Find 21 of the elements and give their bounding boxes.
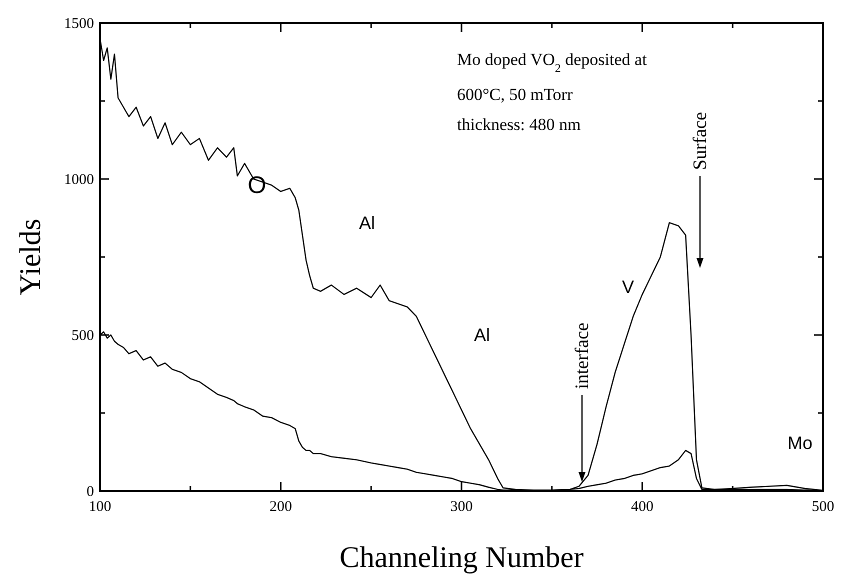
annotation: Surface [690, 112, 711, 170]
y-tick-label: 1500 [64, 16, 94, 32]
annotation: 600°C, 50 mTorr [457, 85, 573, 104]
annotation: thickness: 480 nm [457, 115, 581, 134]
x-tick-label: 500 [812, 499, 834, 515]
x-tick-label: 200 [270, 499, 292, 515]
y-tick-label: 0 [86, 484, 94, 500]
annotation: interface [572, 322, 593, 389]
x-tick-label: 100 [88, 499, 112, 515]
x-tick-label: 400 [631, 499, 654, 515]
y-axis-title: Yields [14, 218, 47, 296]
annotation: Al [358, 213, 376, 233]
annotation: Al [474, 325, 490, 345]
annotation: V [622, 277, 634, 297]
y-tick-label: 1000 [64, 172, 94, 188]
annotation: Mo [787, 433, 813, 453]
x-axis-title: Channeling Number [339, 541, 584, 574]
annotation: O [248, 172, 266, 199]
annotation: Mo doped VO$_{2}$ deposited at [457, 50, 648, 75]
x-tick-label: 300 [450, 499, 473, 515]
y-tick-label: 500 [72, 328, 94, 344]
